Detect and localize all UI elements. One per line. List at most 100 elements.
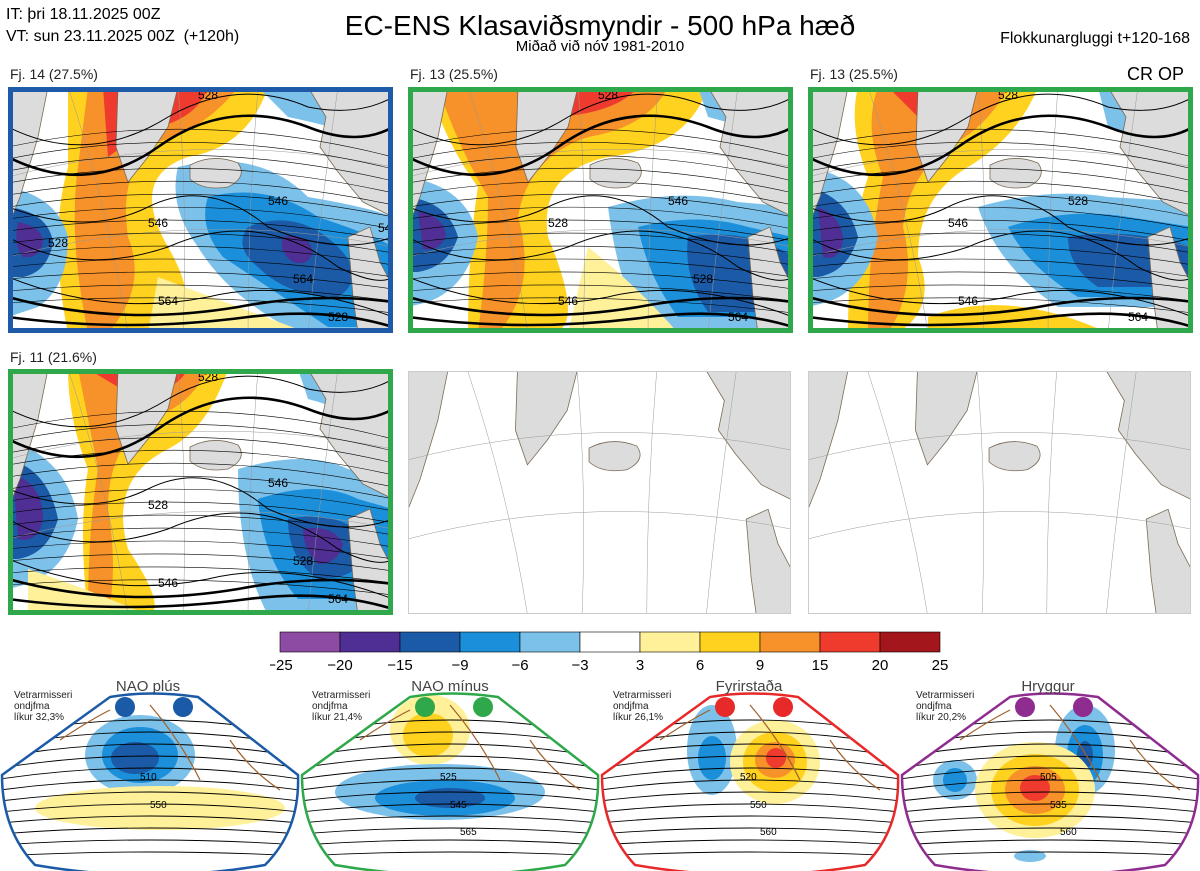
regime-note-line: ondjfma (613, 701, 649, 712)
contour-line (408, 154, 793, 182)
contour-line (408, 180, 793, 206)
contour-line (808, 295, 1193, 317)
contour-label: 528 (998, 88, 1018, 102)
contour-label: 546 (378, 221, 393, 235)
scandinavia-shape (1105, 371, 1191, 500)
regime-contour-label: 550 (750, 800, 767, 811)
contour-line (8, 295, 393, 317)
land-outline (408, 87, 793, 333)
colorbar-swatch (699, 631, 761, 653)
regime-marker-dot (1015, 697, 1035, 717)
contour-label: 546 (268, 476, 288, 490)
contour-line (8, 167, 393, 194)
regime-note-line: líkur 26,1% (613, 712, 664, 723)
contour-label: 564 (728, 310, 748, 324)
contour-line (408, 258, 793, 278)
colorbar-tick-label: 3 (636, 657, 644, 674)
coastline (59, 704, 281, 791)
contour-line (408, 195, 793, 246)
contour-line (8, 514, 393, 536)
regime-anomaly-area (403, 713, 453, 757)
scandinavia-shape (307, 87, 393, 218)
height-contours (8, 93, 393, 329)
contour-line (8, 475, 393, 500)
contour-line (602, 827, 899, 835)
regime-note-2: Vetrarmisseri ondjfma líkur 21,4% (312, 690, 370, 723)
regime-title-ridge: Hryggur (1021, 678, 1075, 695)
contour-line (602, 791, 899, 802)
scandinavia-shape (705, 371, 791, 500)
vt-line: VT: sun 23.11.2025 00Z (+120h) (6, 28, 240, 45)
regime-note-line: líkur 32,3% (14, 712, 65, 723)
contour-line (408, 295, 793, 317)
regime-marker-dot (115, 697, 135, 717)
anomaly-area (78, 369, 208, 615)
height-contours (8, 375, 393, 611)
contour-label: 528 (1068, 194, 1088, 208)
contour-label: 564 (293, 272, 313, 286)
iceland-shape (189, 440, 242, 471)
colorbar-tick-label: −25 (270, 657, 293, 674)
regime-sector-outline (300, 692, 600, 871)
regime-marker-dot (173, 697, 193, 717)
contour-line (808, 154, 1193, 182)
colorbar-tick-label: −20 (327, 657, 352, 674)
regime-marker-dot (773, 697, 793, 717)
regime-sector-outline (600, 692, 900, 871)
classification-window: Flokkunargluggi t+120-168 (1000, 30, 1190, 47)
colorbar-swatch (459, 631, 521, 653)
colorbar-tick-label: 15 (812, 657, 829, 674)
contour-line (8, 375, 393, 428)
regime-anomaly-area (943, 768, 967, 792)
contour-line (8, 297, 393, 314)
greenland-shape (115, 87, 179, 183)
anomaly-area (16, 222, 43, 258)
contour-line (2, 779, 299, 791)
contour-line (302, 827, 599, 835)
contour-line (808, 206, 1193, 230)
canada-shape (808, 371, 849, 510)
page-title: EC-ENS Klasaviðsmyndir - 500 hPa hæð (344, 10, 856, 41)
regime-anomaly-area (1014, 850, 1046, 862)
anomaly-area (148, 277, 308, 333)
contour-line (808, 284, 1193, 302)
contour-line (602, 755, 899, 769)
contour-line (2, 851, 299, 857)
height-contours (408, 93, 793, 329)
regime-contour-label: 550 (150, 800, 167, 811)
greenland-shape (515, 371, 578, 466)
scandinavia-shape (1107, 87, 1193, 218)
contour-line (8, 230, 393, 281)
contour-line (8, 93, 393, 146)
regime-note-line: ondjfma (312, 701, 348, 712)
regime-title-nao-minus: NAO mínus (411, 678, 489, 695)
regime-sector-outline (900, 692, 1200, 871)
regime-anomaly-area (1020, 775, 1050, 801)
coastline (659, 704, 881, 791)
regime-contour-label: 560 (760, 827, 777, 838)
contour-label: 546 (558, 294, 578, 308)
regime-note-3: Vetrarmisseri ondjfma líkur 26,1% (613, 690, 671, 723)
regime-contour-label: 560 (1060, 827, 1077, 838)
contour-line (902, 851, 1199, 857)
contour-line (302, 779, 599, 791)
contour-line (2, 791, 299, 802)
page-subtitle: Miðað við nóv 1981-2010 (515, 38, 685, 55)
contour-line (808, 271, 1193, 290)
greenland-shape (915, 371, 978, 466)
regime-contour-label: 510 (140, 772, 157, 783)
cluster-map-2: 528 528 546 564 546 528 (408, 87, 793, 333)
iceland-shape (189, 158, 242, 189)
contour-line (8, 271, 393, 290)
contour-line (408, 230, 793, 281)
colorbar-swatch (339, 631, 401, 653)
contour-line (902, 839, 1199, 846)
greenland-shape (115, 369, 179, 465)
contour-line (8, 579, 393, 596)
contour-line (408, 114, 793, 177)
cluster-map-3: 528 546 546 564 528 (808, 87, 1193, 333)
contour-line (2, 839, 299, 846)
regime-note-4: Vetrarmisseri ondjfma líkur 20,2% (916, 690, 974, 723)
contour-label: 528 (293, 554, 313, 568)
land-outline (8, 369, 393, 615)
